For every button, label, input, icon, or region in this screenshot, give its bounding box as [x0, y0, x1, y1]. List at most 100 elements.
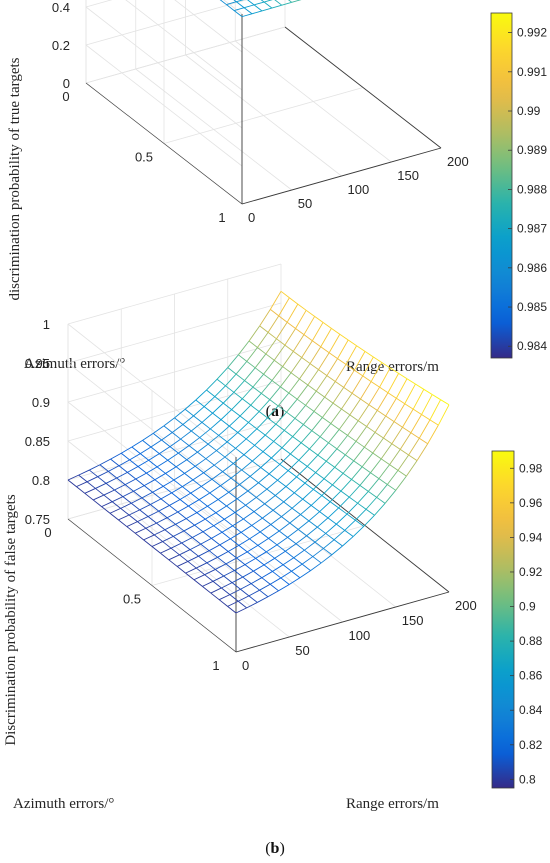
mesh-line: [246, 347, 258, 362]
mesh-line: [404, 383, 416, 404]
mesh-line: [257, 596, 269, 603]
mesh-line: [377, 410, 386, 417]
mesh-line: [336, 435, 348, 450]
grid-line: [67, 341, 282, 403]
mesh-line: [173, 479, 183, 487]
box-edge: [67, 518, 237, 653]
mesh-line: [427, 424, 439, 444]
mesh-line: [263, 564, 273, 572]
mesh-line: [231, 398, 243, 410]
mesh-line: [116, 472, 128, 479]
mesh-line: [195, 567, 205, 576]
mesh-line: [207, 435, 220, 445]
mesh-line: [278, 522, 291, 532]
mesh-line: [228, 491, 238, 500]
y-tick-label: 0.5: [123, 592, 141, 607]
mesh-line: [250, 404, 260, 412]
mesh-line: [211, 537, 221, 546]
mesh-line: [312, 556, 322, 564]
colorbar-tick-label: 0.99: [517, 104, 541, 118]
mesh-line: [370, 458, 382, 473]
mesh-line: [270, 524, 280, 532]
mesh-line: [182, 486, 191, 494]
mesh-line: [148, 459, 158, 468]
mesh-line: [179, 549, 191, 556]
mesh-line: [284, 328, 296, 346]
mesh-line: [247, 544, 259, 553]
mesh-line: [197, 443, 209, 453]
mesh-line: [333, 539, 343, 547]
mesh-line: [97, 470, 109, 478]
mesh-line: [201, 478, 213, 487]
mesh-line: [156, 517, 168, 524]
mesh-line: [127, 472, 137, 480]
mesh-line: [128, 509, 140, 516]
x-tick-label: 100: [348, 182, 370, 197]
mesh-line: [290, 442, 302, 455]
mesh-line: [198, 550, 210, 557]
mesh-line: [277, 470, 289, 481]
mesh-line: [272, 509, 282, 518]
mesh-line: [105, 477, 117, 484]
mesh-line: [277, 405, 287, 413]
mesh-line: [92, 499, 102, 507]
mesh-line: [290, 357, 303, 374]
z-tick-label: 0.75: [25, 512, 50, 527]
mesh-line: [252, 451, 264, 462]
mesh-line: [199, 428, 211, 438]
mesh-line: [202, 525, 214, 533]
mesh-line: [329, 490, 342, 503]
mesh-line: [217, 491, 230, 500]
mesh-line: [126, 521, 138, 527]
mesh-line: [264, 434, 274, 442]
mesh-line: [254, 353, 267, 369]
mesh-line: [225, 373, 237, 387]
mesh-line: [322, 402, 334, 418]
colorbar-tick-label: 0.94: [519, 530, 543, 544]
mesh-line: [325, 523, 337, 534]
mesh-line: [379, 367, 391, 388]
mesh-line: [211, 531, 223, 539]
mesh-line: [168, 554, 180, 561]
mesh-line: [252, 460, 262, 468]
caption-letter: b: [271, 840, 280, 857]
mesh-line: [131, 502, 140, 511]
mesh-line: [109, 512, 119, 521]
mesh-line: [294, 418, 304, 425]
mesh-line: [226, 4, 235, 11]
mesh-line: [129, 459, 139, 467]
mesh-line: [141, 497, 151, 505]
mesh-line: [431, 394, 441, 401]
mesh-line: [297, 520, 310, 530]
mesh-line: [291, 0, 302, 3]
mesh-line: [184, 465, 196, 474]
mesh-line: [361, 452, 374, 468]
mesh-line: [86, 481, 96, 489]
mesh-line: [352, 526, 365, 537]
mesh-line: [328, 352, 338, 359]
mesh-line: [276, 322, 288, 340]
mesh-line: [342, 460, 355, 474]
mesh-line: [338, 496, 350, 509]
mesh-line: [342, 536, 354, 547]
mesh-line: [295, 543, 305, 551]
mesh-line: [328, 429, 340, 444]
mesh-line: [145, 527, 155, 536]
mesh-line: [238, 595, 250, 602]
mesh-line: [301, 340, 313, 358]
mesh-line: [222, 471, 232, 479]
mesh-line: [208, 550, 218, 558]
mesh-line: [340, 479, 352, 492]
mesh-line: [336, 523, 346, 531]
mesh-line: [178, 452, 188, 461]
mesh-line: [346, 502, 358, 515]
mesh-line: [391, 426, 403, 444]
mesh-line: [305, 390, 317, 406]
mesh-line: [289, 577, 301, 585]
mesh-line: [337, 358, 347, 365]
mesh-line: [389, 449, 401, 465]
mesh-line: [238, 354, 248, 362]
mesh-line: [143, 539, 153, 547]
mesh-line: [124, 484, 134, 492]
mesh-line: [359, 472, 371, 486]
